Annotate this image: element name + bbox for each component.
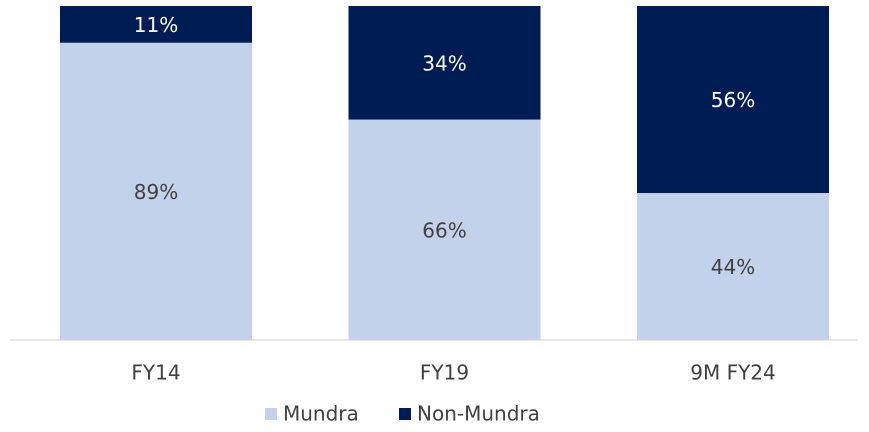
bar-segment <box>60 42 252 341</box>
bar-segment <box>60 6 252 43</box>
data-label: 11% <box>134 13 178 37</box>
legend-label: Mundra <box>283 402 359 426</box>
x-tick-label: 9M FY24 <box>690 361 776 385</box>
data-label: 34% <box>422 51 466 75</box>
x-tick-label: FY19 <box>420 361 469 385</box>
bar-segment <box>637 193 829 340</box>
data-label: 66% <box>422 218 466 242</box>
bar-segment <box>348 6 541 120</box>
data-label: 44% <box>711 255 755 279</box>
bar-segment <box>348 119 541 340</box>
data-label: 56% <box>711 88 755 112</box>
legend-swatch <box>265 408 277 420</box>
data-label: 89% <box>134 180 178 204</box>
bar-segment <box>637 6 829 194</box>
legend-label: Non-Mundra <box>417 402 540 426</box>
legend-swatch <box>399 408 411 420</box>
x-tick-label: FY14 <box>131 361 180 385</box>
